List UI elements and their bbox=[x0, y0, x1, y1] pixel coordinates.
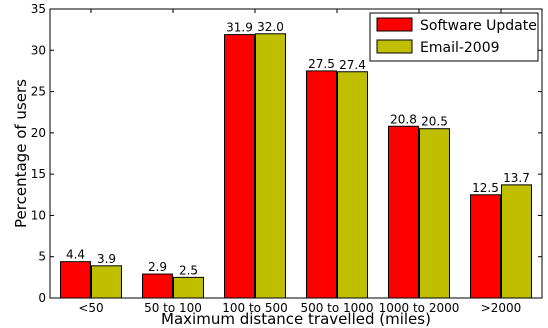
x-tick-label-2000: >2000 bbox=[481, 301, 522, 315]
data-label-software-update-100-to-500: 31.9 bbox=[226, 21, 253, 35]
y-tick-label: 30 bbox=[31, 43, 46, 57]
bar-email-2009-1000-to-2000 bbox=[419, 128, 450, 299]
data-labels-layer: 4.4 3.9 2.9 2.5 31.9 32.0 27.5 27.4 20.8 20.5 12.5… bbox=[66, 20, 530, 278]
bar-software-update-50 bbox=[60, 261, 91, 299]
bars-layer bbox=[60, 33, 532, 299]
bar-software-update-100-to-500 bbox=[224, 34, 255, 299]
bar-email-2009-100-to-500 bbox=[255, 33, 286, 299]
y-tick-label: 5 bbox=[38, 250, 46, 264]
bar-software-update-50-to-100 bbox=[142, 273, 173, 299]
y-tick-label: 25 bbox=[31, 85, 46, 99]
bar-email-2009-50-to-100 bbox=[173, 276, 204, 299]
legend: Software Update Email-2009 bbox=[369, 12, 539, 62]
legend-swatch-email-2009 bbox=[376, 39, 413, 54]
y-tick-label: 15 bbox=[31, 167, 46, 181]
legend-label-email-2009: Email-2009 bbox=[420, 40, 500, 56]
data-label-software-update-2000: 12.5 bbox=[472, 181, 499, 195]
plot-frame bbox=[49, 8, 543, 299]
x-axis: <50 50 to 100 100 to 500 500 to 1000 1000 to… bbox=[78, 9, 521, 315]
data-label-email-2009-1000-to-2000: 20.5 bbox=[421, 115, 448, 129]
y-tick-label: 0 bbox=[38, 291, 46, 305]
data-label-software-update-1000-to-2000: 20.8 bbox=[390, 112, 417, 126]
data-label-email-2009-100-to-500: 32.0 bbox=[257, 20, 284, 34]
y-axis-label: Percentage of users bbox=[12, 79, 30, 228]
legend-swatch-software-update bbox=[376, 17, 413, 32]
x-tick-label-50: <50 bbox=[78, 301, 103, 315]
bar-email-2009-50 bbox=[91, 265, 122, 299]
y-tick-label: 10 bbox=[31, 208, 46, 222]
bar-software-update-2000 bbox=[470, 194, 501, 299]
data-label-email-2009-500-to-1000: 27.4 bbox=[339, 58, 366, 72]
data-label-software-update-50: 4.4 bbox=[66, 248, 85, 262]
data-label-email-2009-50: 3.9 bbox=[97, 252, 116, 266]
data-label-email-2009-2000: 13.7 bbox=[503, 171, 530, 185]
x-tick-label-1000-to-2000: 1000 to 2000 bbox=[379, 301, 460, 315]
bar-software-update-1000-to-2000 bbox=[388, 125, 419, 299]
data-label-software-update-50-to-100: 2.9 bbox=[148, 260, 167, 274]
data-label-software-update-500-to-1000: 27.5 bbox=[308, 57, 335, 71]
x-tick-label-50-to-100: 50 to 100 bbox=[144, 301, 202, 315]
x-tick-label-500-to-1000: 500 to 1000 bbox=[300, 301, 373, 315]
x-tick-label-100-to-500: 100 to 500 bbox=[222, 301, 287, 315]
bar-email-2009-2000 bbox=[501, 184, 532, 299]
bar-software-update-500-to-1000 bbox=[306, 70, 337, 299]
legend-label-software-update: Software Update bbox=[420, 18, 537, 34]
y-axis: 0 5 10 15 20 25 30 35 bbox=[31, 2, 542, 305]
y-tick-label: 35 bbox=[31, 2, 46, 16]
bar-email-2009-500-to-1000 bbox=[337, 71, 368, 299]
x-axis-label: Maximum distance travelled (miles) bbox=[161, 310, 431, 328]
y-tick-label: 20 bbox=[31, 126, 46, 140]
data-label-email-2009-50-to-100: 2.5 bbox=[179, 263, 198, 277]
